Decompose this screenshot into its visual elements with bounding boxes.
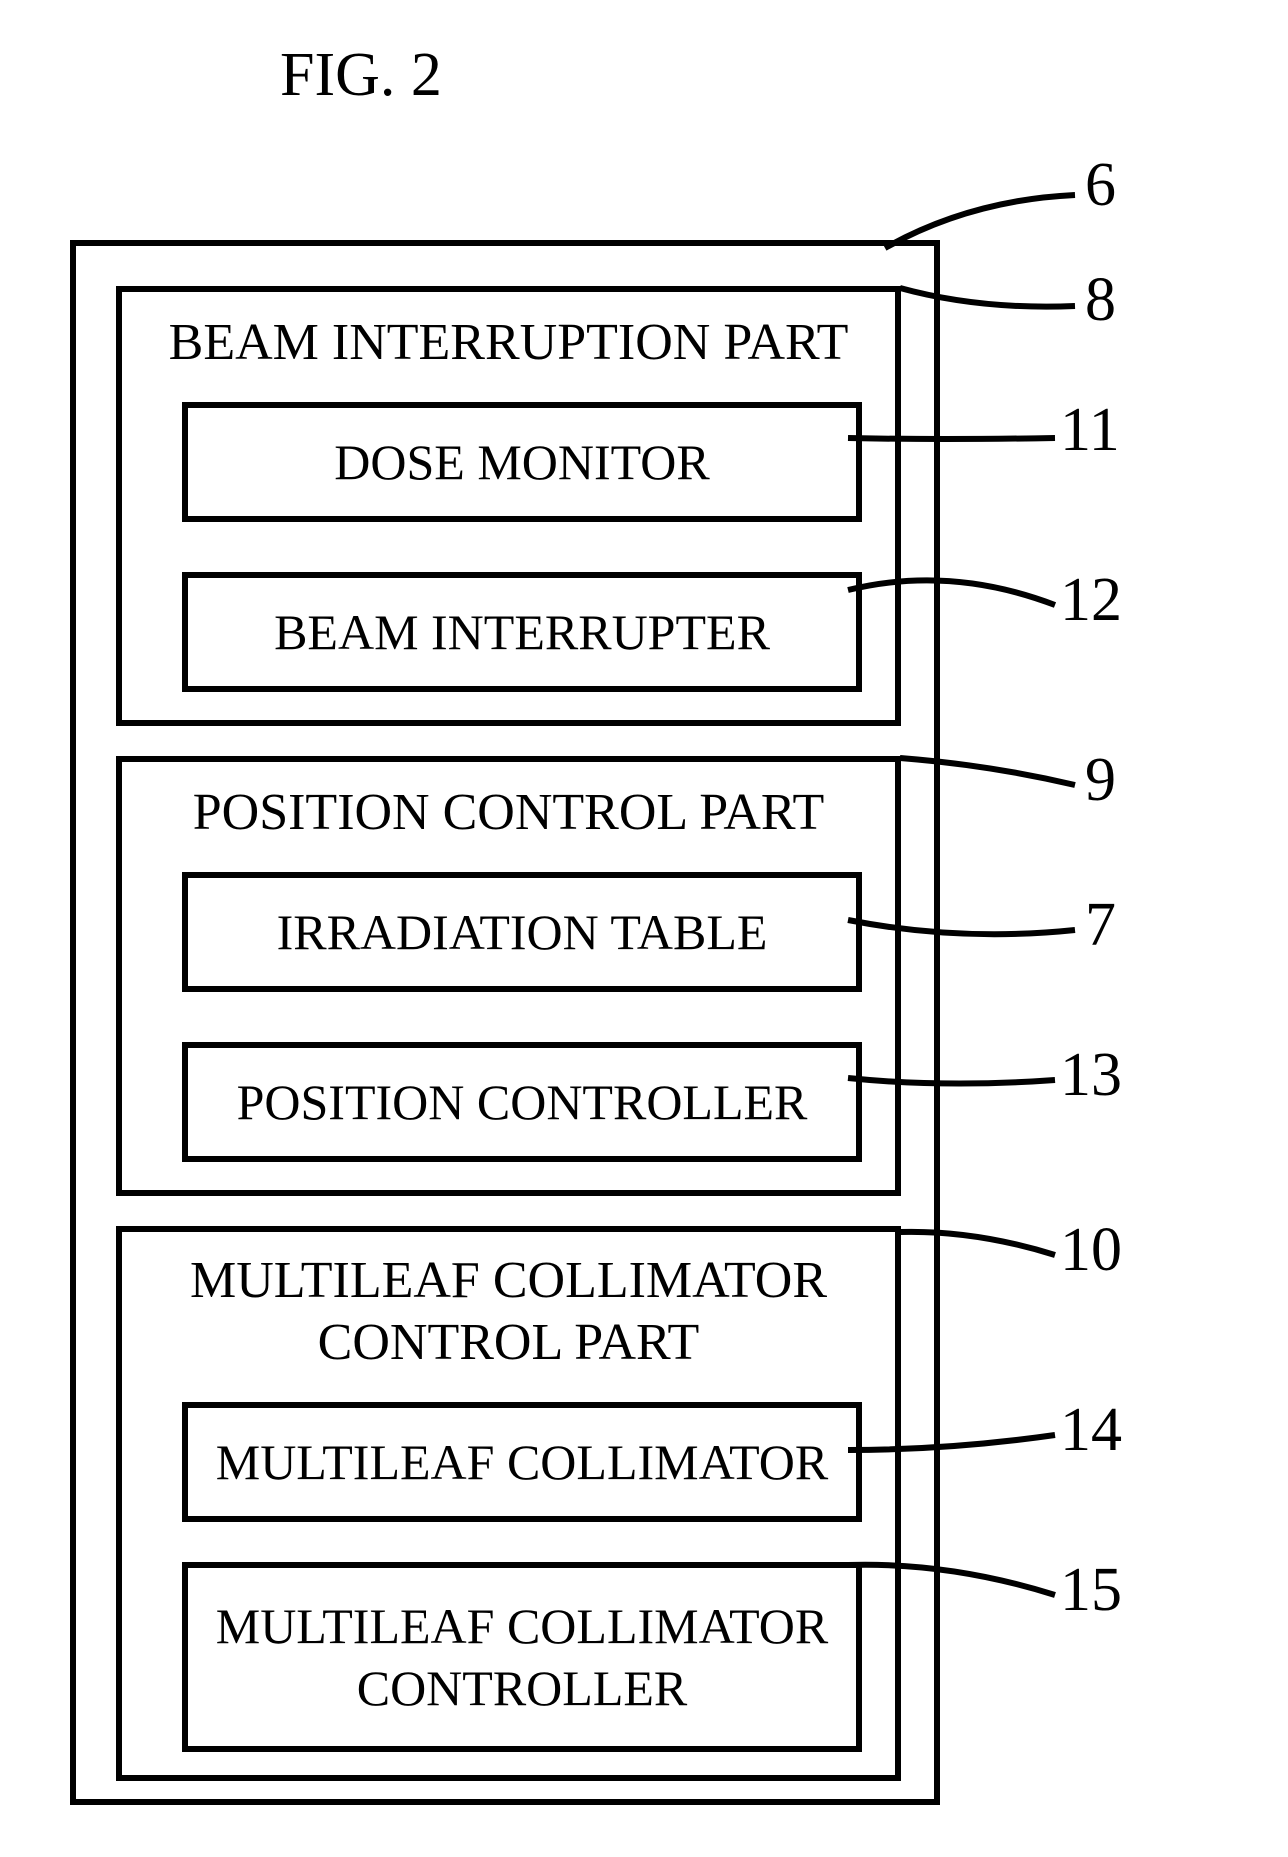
box-irradiation-table: IRRADIATION TABLE <box>182 872 862 992</box>
callout-8: 8 <box>1085 265 1116 336</box>
callout-7: 7 <box>1085 890 1116 961</box>
part-title: POSITION CONTROL PART <box>122 782 895 844</box>
callout-13: 13 <box>1060 1040 1122 1111</box>
callout-9: 9 <box>1085 745 1116 816</box>
box-multileaf-collimator-controller: MULTILEAF COLLIMATOR CONTROLLER <box>182 1562 862 1752</box>
box-dose-monitor: DOSE MONITOR <box>182 402 862 522</box>
box-beam-interrupter: BEAM INTERRUPTER <box>182 572 862 692</box>
part-title: MULTILEAF COLLIMATOR CONTROL PART <box>122 1250 895 1375</box>
callout-10: 10 <box>1060 1215 1122 1286</box>
figure-title: FIG. 2 <box>280 40 442 111</box>
callout-6: 6 <box>1085 150 1116 221</box>
part-multileaf-collimator-control: MULTILEAF COLLIMATOR CONTROL PART MULTIL… <box>116 1226 901 1781</box>
callout-14: 14 <box>1060 1395 1122 1466</box>
callout-12: 12 <box>1060 565 1122 636</box>
part-position-control: POSITION CONTROL PART IRRADIATION TABLE … <box>116 756 901 1196</box>
callout-11: 11 <box>1060 395 1120 466</box>
part-title: BEAM INTERRUPTION PART <box>122 312 895 374</box>
outer-container: BEAM INTERRUPTION PART DOSE MONITOR BEAM… <box>70 240 940 1805</box>
box-position-controller: POSITION CONTROLLER <box>182 1042 862 1162</box>
part-beam-interruption: BEAM INTERRUPTION PART DOSE MONITOR BEAM… <box>116 286 901 726</box>
box-multileaf-collimator: MULTILEAF COLLIMATOR <box>182 1402 862 1522</box>
callout-15: 15 <box>1060 1555 1122 1626</box>
